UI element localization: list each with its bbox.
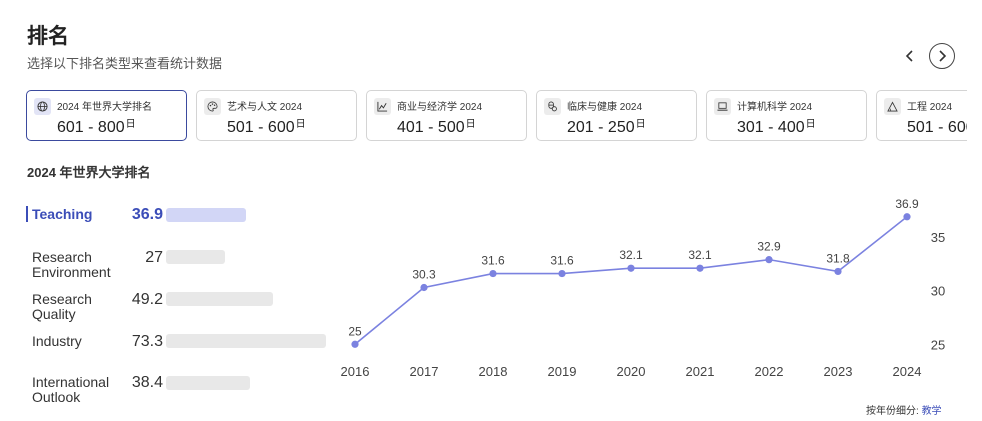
data-point	[489, 269, 497, 278]
x-tick-label: 2022	[755, 364, 784, 379]
breakdown-label: 按年份细分:	[866, 406, 919, 417]
breakdown-link[interactable]: 教学	[921, 406, 942, 417]
metric-bar	[166, 208, 247, 222]
y-tick-label: 35	[931, 230, 945, 245]
ranking-card-label: 临床与健康 2024	[567, 102, 643, 113]
metric-label: Teaching	[32, 206, 93, 222]
data-label: 36.9	[895, 197, 919, 211]
data-point	[351, 340, 359, 348]
metric-bar	[166, 376, 250, 390]
palette-icon	[204, 98, 221, 115]
x-tick-label: 2016	[341, 364, 370, 379]
ranking-type-cards: 2024 年世界大学排名 601 - 800日 艺术与人文 2024 501 -…	[26, 90, 967, 142]
ranking-card-business[interactable]: 商业与经济学 2024 401 - 500日	[366, 90, 527, 141]
laptop-icon	[714, 98, 731, 115]
data-label: 25	[348, 324, 362, 338]
metric-bar	[166, 292, 274, 306]
data-label: 31.8	[826, 251, 850, 265]
active-metric-indicator	[26, 206, 28, 222]
data-label: 31.6	[481, 254, 505, 268]
health-icon	[544, 98, 561, 115]
globe-icon	[34, 98, 51, 115]
y-tick-label: 30	[931, 284, 945, 299]
ranking-card-label: 商业与经济学 2024	[397, 102, 483, 113]
metric-bar	[166, 334, 326, 348]
data-label: 32.9	[757, 240, 781, 254]
ranking-card-value: 501 - 600日	[907, 119, 967, 136]
x-tick-label: 2019	[548, 364, 577, 379]
data-point	[903, 213, 911, 221]
metric-value: 73.3	[131, 333, 163, 350]
ranking-card-value: 301 - 400日	[737, 119, 816, 136]
ranking-card-label: 计算机科学 2024	[737, 102, 813, 113]
metric-label: International Outlook	[32, 374, 110, 405]
ranking-card-value: 601 - 800日	[57, 119, 136, 136]
x-tick-label: 2020	[617, 364, 646, 379]
x-tick-label: 2018	[479, 364, 508, 379]
metric-value: 36.9	[131, 206, 163, 223]
page-subtitle: 选择以下排名类型来查看统计数据	[27, 56, 223, 71]
ranking-card-arts[interactable]: 艺术与人文 2024 501 - 600日	[196, 90, 357, 141]
metric-value: 49.2	[131, 291, 163, 308]
data-label: 32.1	[619, 248, 643, 262]
data-label: 31.6	[550, 254, 574, 268]
ranking-card-engineering[interactable]: 工程 2024 501 - 600日	[876, 90, 967, 141]
section-title: 2024 年世界大学排名	[27, 165, 151, 180]
engineering-icon	[884, 98, 901, 115]
chart-line-icon	[374, 98, 391, 115]
ranking-card-value: 401 - 500日	[397, 119, 476, 136]
data-label: 32.1	[688, 248, 712, 262]
breakdown-note: 按年份细分: 教学	[866, 402, 942, 417]
metric-label: Research Quality	[32, 291, 92, 322]
chevron-right-icon	[939, 50, 947, 62]
x-tick-label: 2017	[410, 364, 439, 379]
ranking-card-clinical[interactable]: 临床与健康 2024 201 - 250日	[536, 90, 697, 141]
metric-label: Research Environment	[32, 249, 111, 280]
data-point	[558, 269, 566, 278]
ranking-card-label: 2024 年世界大学排名	[57, 102, 153, 113]
ranking-card-computer-science[interactable]: 计算机科学 2024 301 - 400日	[706, 90, 867, 141]
y-tick-label: 25	[931, 337, 945, 352]
teaching-trend-chart: 25 30.3 31.6 31.6 32.1 32.1 32.9 31.8 36.9 2016 20…	[341, 197, 946, 379]
metric-value: 27	[145, 249, 163, 266]
x-tick-label: 2024	[893, 364, 922, 379]
series-line	[354, 216, 908, 345]
ranking-card-label: 工程 2024	[907, 102, 953, 113]
x-tick-label: 2023	[824, 364, 853, 379]
ranking-card-value: 501 - 600日	[227, 119, 306, 136]
chevron-left-icon	[905, 50, 913, 62]
metric-label: Industry	[32, 333, 82, 349]
data-point	[696, 264, 704, 272]
ranking-card-label: 艺术与人文 2024	[227, 102, 303, 113]
next-button[interactable]	[929, 43, 955, 69]
x-tick-label: 2021	[686, 364, 715, 379]
data-point	[834, 267, 842, 276]
previous-button[interactable]	[898, 44, 922, 68]
data-point	[765, 256, 773, 264]
ranking-card-world[interactable]: 2024 年世界大学排名 601 - 800日	[26, 90, 187, 141]
metric-bar	[166, 250, 225, 264]
ranking-card-value: 201 - 250日	[567, 119, 646, 136]
data-label: 30.3	[412, 268, 436, 282]
data-point	[627, 264, 635, 272]
page-title: 排名	[27, 25, 69, 48]
metric-value: 38.4	[131, 374, 163, 391]
data-point	[420, 283, 428, 292]
